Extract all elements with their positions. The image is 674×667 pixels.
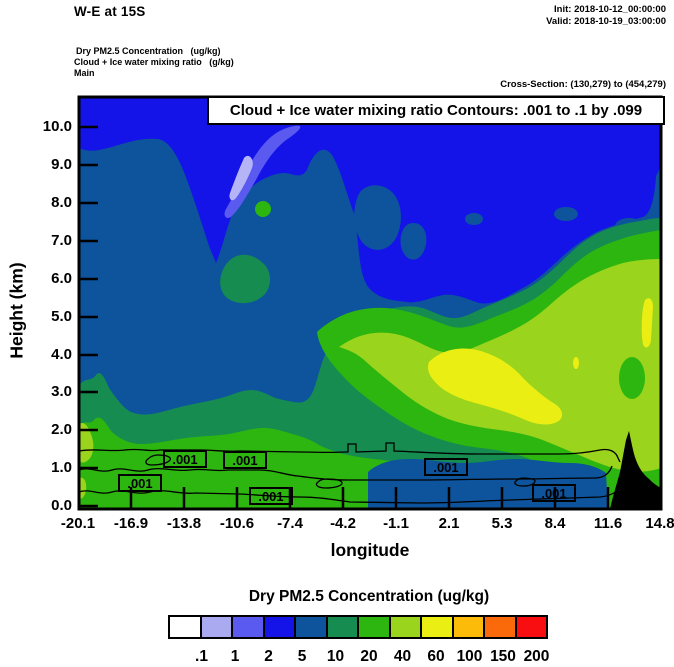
colorbar-tick-label: .1 [195,648,208,665]
colorbar-cell [451,615,485,639]
terrain-silhouette [610,431,661,509]
colorbar-tick-label: 5 [297,648,307,665]
colorbar-title: Dry PM2.5 Concentration (ug/kg) [248,588,490,605]
blob-5-10-b [554,207,578,221]
cloud-ice-contour-line-3 [145,454,172,466]
blob-10-20-kidney [220,254,270,304]
cloud-ice-contour-line-1 [79,465,613,481]
colorbar-tick-label: 150 [490,648,516,665]
contour-title-box: Cloud + Ice water mixing ratio Contours:… [207,96,665,125]
colorbar-tick-label: 100 [456,648,483,665]
y-tick-label: 5.0 [51,308,72,325]
fill-20-40-lower-left [79,417,390,509]
x-tick-label: 5.3 [491,515,513,532]
contour-value-label: .001 [118,474,162,492]
field-line-domain: Main [74,68,95,78]
fill-40-60-left-patch-b [79,477,87,499]
fill-40-60-left-patch-a [79,422,94,463]
x-tick-label: 14.8 [645,515,674,532]
valid-time-label: Valid: 2018-10-19_03:00:00 [546,16,666,27]
colorbar-tick-label: 60 [427,648,445,665]
y-tick-label: 10.0 [42,118,72,135]
y-axis-title: Height (km) [6,262,27,359]
x-tick-label: 2.1 [438,515,460,532]
x-tick-label: -1.1 [383,515,409,532]
contour-title-text: Cloud + Ice water mixing ratio Contours:… [229,102,643,119]
blob-5-10-small [400,223,427,260]
fill-60-100-dot [573,357,579,369]
fill-60-100-right-sliver [641,298,653,348]
contour-value-label: .001 [163,450,207,468]
colorbar-cell [231,615,265,639]
colorbar-cell [357,615,391,639]
y-tick-label: 6.0 [51,270,72,287]
colorbar-tick-label: 10 [326,648,345,665]
y-tick-label: 3.0 [51,383,72,400]
colorbar-cell [262,615,296,639]
x-tick-label: -4.2 [330,515,356,532]
y-tick-label: 0.0 [51,497,72,514]
y-tick-label: 7.0 [51,232,72,249]
cloud-ice-contour-line-0 [79,442,621,463]
x-tick-label: 8.4 [544,515,566,532]
contour-value-label: .001 [424,458,468,476]
blob-5-10-kidney [354,185,401,250]
fill-60-100-yellow-core [427,348,563,425]
contour-value-label: .001 [223,451,267,469]
colorbar-cell [388,615,422,639]
colorbar-tick-label: 40 [393,648,412,665]
x-tick-label: -13.8 [166,515,202,532]
contour-value-label: .001 [249,487,293,505]
page-title: W-E at 15S [74,4,146,19]
colorbar-tick-label: 1 [230,648,240,665]
x-axis-title: longitude [330,540,410,560]
x-tick-label: -10.6 [219,515,255,532]
colorbar [168,615,574,639]
y-tick-label: 1.0 [51,459,72,476]
contour-value-label: .001 [532,484,576,502]
cloud-ice-contour-line-4 [315,478,343,489]
x-tick-label: -7.4 [277,515,303,532]
colorbar-cell [294,615,328,639]
x-tick-label: 11.6 [593,515,623,532]
cross-section-label: Cross-Section: (130,279) to (454,279) [500,79,666,90]
init-time-label: Init: 2018-10-12_00:00:00 [554,4,666,15]
colorbar-cell [420,615,454,639]
fill-5-10-bottom-strip [368,459,608,509]
blob-20-40-right [619,357,645,399]
y-tick-label: 9.0 [51,156,72,173]
y-tick-label: 4.0 [51,346,72,363]
colorbar-tick-label: 20 [360,648,378,665]
colorbar-tick-label: 2 [264,648,273,665]
colorbar-cell [325,615,359,639]
blob-5-10-a [465,213,483,225]
clean-slot-outer [224,125,301,219]
colorbar-cell [514,615,548,639]
y-tick-label: 2.0 [51,421,72,438]
colorbar-cell [199,615,233,639]
blob-20-40-dot [255,201,271,217]
cloud-ice-contour-line-5 [514,477,536,487]
x-tick-label: -20.1 [60,515,96,532]
colorbar-cell [483,615,517,639]
field-line-pm25: Dry PM2.5 Concentration (ug/kg) [76,46,221,56]
y-tick-label: 8.0 [51,194,72,211]
clean-slot-core [229,155,253,201]
field-line-cloud-ice: Cloud + Ice water mixing ratio (g/kg) [74,57,234,67]
x-tick-label: -16.9 [113,515,149,532]
colorbar-cell [168,615,202,639]
colorbar-tick-label: 200 [523,648,550,665]
